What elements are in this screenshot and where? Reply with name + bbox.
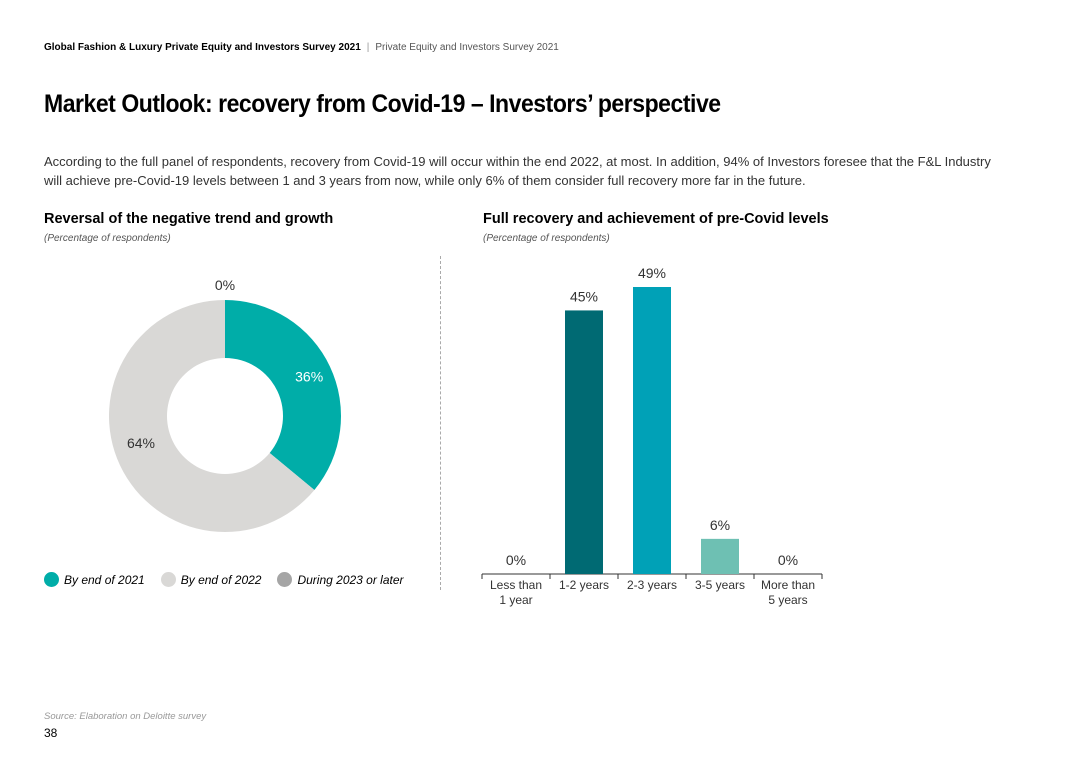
- legend-item-2022: By end of 2022: [160, 572, 262, 587]
- report-title: Global Fashion & Luxury Private Equity a…: [44, 42, 361, 53]
- x-tick-label-more-than-5-years: More than: [761, 578, 815, 592]
- report-subtitle: Private Equity and Investors Survey 2021: [375, 42, 559, 53]
- donut-label-2022: 64%: [127, 435, 155, 451]
- donut-chart-title: Reversal of the negative trend and growt…: [44, 211, 334, 227]
- source-note: Source: Elaboration on Deloitte survey: [44, 711, 207, 722]
- x-tick-label-less-than-1-year: 1 year: [499, 593, 532, 607]
- donut-label-2023: 0%: [215, 277, 235, 293]
- x-tick-label-more-than-5-years: 5 years: [768, 593, 807, 607]
- legend-label-2023: During 2023 or later: [297, 572, 404, 587]
- donut-legend: By end of 2021 By end of 2022 During 202…: [44, 572, 420, 587]
- bar-chart-subtitle: (Percentage of respondents): [483, 233, 610, 244]
- donut-slice-2022: [108, 300, 315, 532]
- intro-paragraph: According to the full panel of responden…: [44, 154, 991, 188]
- legend-item-2023: During 2023 or later: [277, 572, 404, 587]
- legend-label-2022: By end of 2022: [180, 572, 262, 587]
- x-tick-label-less-than-1-year: Less than: [490, 578, 542, 592]
- x-tick-label-2-3-years: 2-3 years: [627, 578, 677, 592]
- donut-chart-subtitle: (Percentage of respondents): [44, 233, 171, 244]
- page-title: Market Outlook: recovery from Covid-19 –…: [44, 90, 721, 118]
- legend-item-2021: By end of 2021: [44, 572, 145, 587]
- bar-value-label-more-than-5-years: 0%: [778, 552, 798, 568]
- x-tick-label-1-2-years: 1-2 years: [559, 578, 609, 592]
- bar-2-3-years: [633, 287, 671, 574]
- bar-chart-title: Full recovery and achievement of pre-Cov…: [483, 211, 829, 227]
- x-tick-label-3-5-years: 3-5 years: [695, 578, 745, 592]
- page-number: 38: [44, 726, 58, 740]
- donut-chart: 36% 64% 0%: [108, 277, 341, 532]
- bar-value-label-less-than-1-year: 0%: [506, 552, 526, 568]
- bar-value-label-2-3-years: 49%: [638, 265, 666, 281]
- chart-divider: [440, 256, 441, 590]
- donut-label-2021: 36%: [295, 368, 323, 384]
- header-separator: |: [366, 42, 370, 53]
- legend-swatch-2021: [44, 572, 59, 587]
- bar-value-label-1-2-years: 45%: [570, 288, 598, 304]
- bar-value-label-3-5-years: 6%: [710, 517, 730, 533]
- legend-swatch-2023: [277, 572, 293, 587]
- bar-3-5-years: [701, 538, 739, 574]
- report-header: Global Fashion & Luxury Private Equity a…: [44, 42, 559, 53]
- legend-swatch-2022: [160, 572, 176, 587]
- bar-1-2-years: [565, 310, 603, 574]
- donut-slice-2021: [225, 300, 341, 490]
- legend-label-2021: By end of 2021: [64, 572, 145, 587]
